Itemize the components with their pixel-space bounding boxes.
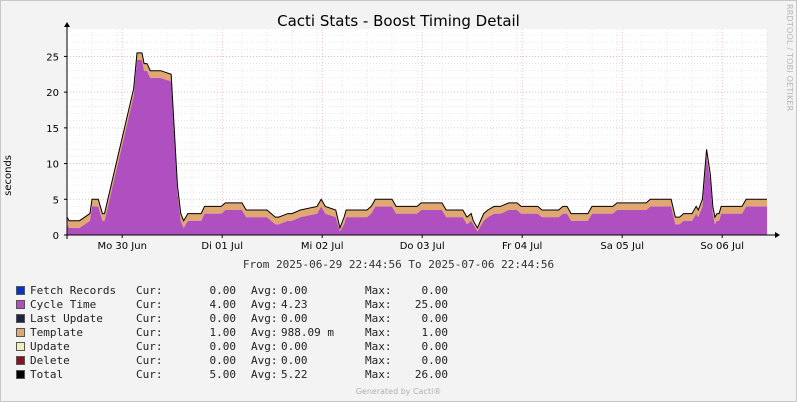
legend-avg-value: 0.00	[281, 284, 308, 297]
legend-series-name: Delete	[30, 354, 70, 367]
legend-max-label: Max:	[365, 354, 392, 367]
legend-swatch	[16, 370, 25, 379]
legend-avg-value: 0.00	[281, 340, 308, 353]
legend-max-label: Max:	[365, 368, 392, 381]
legend-swatch	[16, 286, 25, 295]
legend-avg-value: 0.00	[281, 312, 308, 325]
legend-cur-value: 1.00	[209, 326, 237, 339]
area-cycle-time	[67, 60, 767, 235]
x-tick-label: Fr 04 Jul	[502, 241, 542, 252]
area-template	[67, 52, 767, 232]
legend-avg-value: 5.22	[281, 368, 308, 381]
legend-max-label: Max:	[365, 326, 392, 339]
legend-swatch	[16, 300, 25, 309]
footer-generated-by: Generated by Cacti®	[355, 387, 442, 396]
legend-swatch	[16, 314, 25, 323]
date-range: From 2025-06-29 22:44:56 To 2025-07-06 2…	[242, 258, 555, 271]
x-tick-label: Sa 05 Jul	[600, 241, 644, 252]
legend-cur-label: Cur:	[136, 368, 163, 381]
x-axis-arrow	[775, 232, 780, 238]
legend-swatch	[16, 356, 25, 365]
x-tick-label: Mi 02 Jul	[301, 241, 344, 252]
legend-cur-value: 0.00	[209, 312, 237, 325]
legend-cur-label: Cur:	[136, 284, 163, 297]
legend-cur-label: Cur:	[136, 326, 163, 339]
legend-swatch	[16, 328, 25, 337]
legend-series-name: Cycle Time	[30, 298, 97, 311]
legend-cur-label: Cur:	[136, 312, 163, 325]
y-axis-arrow	[64, 22, 70, 27]
legend-avg-value: 988.09 m	[281, 326, 334, 339]
line-total	[66, 52, 767, 230]
legend-avg-label: Avg:	[251, 312, 278, 325]
legend-max-value: 25.00	[414, 298, 448, 311]
y-tick-label: 20	[46, 88, 59, 99]
y-tick-label: 15	[46, 124, 59, 135]
legend-series-name: Update	[30, 340, 70, 353]
legend-avg-label: Avg:	[251, 340, 278, 353]
legend-avg-label: Avg:	[251, 368, 278, 381]
legend-max-label: Max:	[365, 298, 392, 311]
rrdtool-watermark: RRDTOOL / TOBI OETIKER	[785, 4, 794, 112]
y-tick-label: 10	[46, 160, 59, 171]
legend-cur-value: 5.00	[209, 368, 237, 381]
legend-max-value: 1.00	[421, 326, 449, 339]
legend-avg-value: 0.00	[281, 354, 308, 367]
legend-cur-label: Cur:	[136, 298, 163, 311]
legend-cur-label: Cur:	[136, 354, 163, 367]
y-tick-label: 0	[53, 231, 59, 242]
legend-cur-value: 4.00	[209, 298, 237, 311]
legend-cur-value: 0.00	[209, 340, 237, 353]
legend-swatch	[16, 342, 25, 351]
legend-series-name: Fetch Records	[30, 284, 117, 297]
legend-max-label: Max:	[365, 284, 392, 297]
legend-max-value: 26.00	[414, 368, 448, 381]
x-tick-label: So 06 Jul	[700, 241, 744, 252]
legend-max-value: 0.00	[421, 340, 449, 353]
x-tick-label: Mo 30 Jun	[97, 241, 146, 252]
x-tick-label: Do 03 Jul	[400, 241, 445, 252]
y-tick-label: 5	[53, 195, 59, 206]
legend-cur-value: 0.00	[209, 284, 237, 297]
legend-avg-value: 4.23	[281, 298, 308, 311]
legend-cur-value: 0.00	[209, 354, 237, 367]
chart-title: Cacti Stats - Boost Timing Detail	[277, 12, 520, 30]
legend-series-name: Template	[30, 326, 83, 339]
legend-max-label: Max:	[365, 312, 392, 325]
legend-avg-label: Avg:	[251, 354, 278, 367]
legend-cur-label: Cur:	[136, 340, 163, 353]
legend-series-name: Total	[30, 368, 64, 381]
legend-avg-label: Avg:	[251, 326, 278, 339]
legend-avg-label: Avg:	[251, 298, 278, 311]
legend-series-name: Last Update	[30, 312, 103, 325]
y-tick-label: 25	[46, 52, 59, 63]
legend-max-label: Max:	[365, 340, 392, 353]
legend-max-value: 0.00	[421, 312, 449, 325]
legend-max-value: 0.00	[421, 354, 449, 367]
x-tick-label: Di 01 Jul	[201, 241, 243, 252]
legend-max-value: 0.00	[421, 284, 449, 297]
legend-avg-label: Avg:	[251, 284, 278, 297]
